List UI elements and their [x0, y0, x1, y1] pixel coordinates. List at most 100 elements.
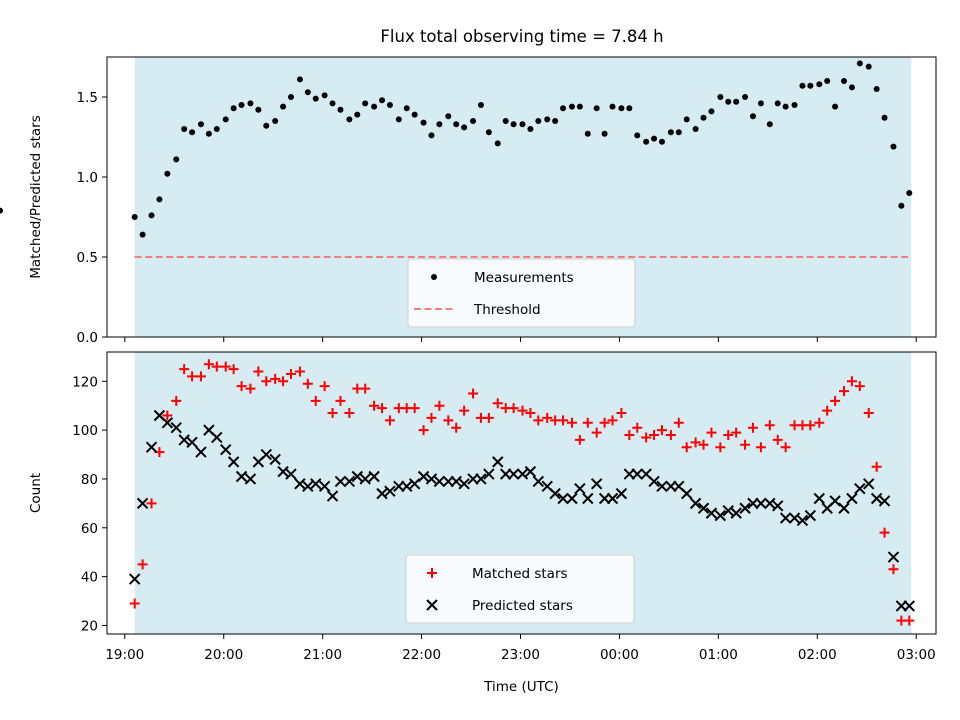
predicted-point [566, 492, 578, 505]
matched-point [681, 442, 692, 453]
measurement-point [832, 103, 839, 110]
measurement-point [881, 114, 888, 121]
matched-point [162, 410, 173, 421]
matched-point [220, 361, 231, 372]
matched-point [591, 427, 602, 438]
matched-point [459, 405, 470, 416]
measurement-point [906, 190, 913, 196]
predicted-point [458, 478, 470, 490]
matched-point [582, 417, 593, 428]
matched-point [772, 434, 783, 445]
measurement-point [584, 130, 591, 137]
predicted-point [475, 473, 487, 485]
legend-label: Matched stars [472, 566, 568, 582]
measurement-point [247, 100, 254, 107]
measurement-point [453, 121, 460, 128]
legend-label: Threshold [473, 302, 541, 318]
legend-marker-measurements [431, 274, 437, 280]
measurement-point [436, 121, 443, 128]
predicted-point [656, 480, 668, 492]
predicted-point [136, 497, 149, 510]
matched-point [319, 381, 330, 392]
matched-point [747, 422, 758, 433]
legend-label: Measurements [474, 270, 574, 286]
measurement-point [544, 116, 551, 123]
measurement-point [519, 121, 526, 128]
predicted-point [359, 473, 371, 485]
predicted-point [269, 453, 281, 466]
measurement-point [816, 81, 823, 88]
predicted-point [788, 512, 801, 524]
matched-point [236, 381, 247, 392]
matched-point [871, 461, 882, 472]
x-tick-label: 22:00 [402, 647, 441, 663]
measurement-point [799, 82, 806, 89]
matched-point [715, 442, 726, 453]
chart-title: Flux total observing time = 7.84 h [380, 27, 663, 46]
measurement-point [230, 105, 237, 112]
predicted-point [492, 456, 504, 468]
predicted-point [384, 485, 396, 497]
matched-point [253, 366, 264, 377]
measurement-point [535, 118, 542, 124]
matched-point [171, 395, 182, 406]
predicted-point [764, 497, 776, 510]
predicted-point [433, 475, 446, 488]
matched-point [863, 408, 874, 419]
matched-point [830, 395, 841, 406]
legend: Measurements Threshold [407, 258, 636, 328]
predicted-point [128, 573, 141, 585]
measurement-point [658, 138, 665, 145]
legend-box [407, 258, 636, 328]
x-tick-label: 23:00 [501, 647, 540, 663]
predicted-point [294, 478, 306, 490]
matched-point [228, 364, 239, 375]
x-tick-label: 20:00 [204, 647, 243, 663]
predicted-point [195, 446, 207, 458]
predicted-point [854, 483, 866, 495]
predicted-point [796, 514, 809, 527]
predicted-point [310, 478, 322, 490]
measurement-point [766, 121, 773, 128]
predicted-point [739, 502, 751, 514]
x-tick-label: 01:00 [699, 647, 738, 663]
matched-point [137, 559, 148, 570]
legend: Matched stars Predicted stars [405, 554, 635, 624]
predicted-point [689, 497, 702, 510]
predicted-point [170, 421, 182, 434]
predicted-point [631, 468, 643, 480]
matched-point [335, 395, 346, 406]
measurement-point [626, 105, 633, 112]
matched-point [574, 434, 585, 445]
matched-point [468, 388, 479, 399]
predicted-point [878, 495, 891, 507]
matched-point [409, 403, 420, 414]
measurement-point [618, 105, 625, 112]
matched-point [706, 427, 717, 438]
y-tick-label: 1.5 [77, 90, 98, 106]
matched-point [731, 427, 742, 438]
predicted-point [574, 483, 586, 495]
measurement-point [288, 94, 295, 100]
measurement-point [386, 102, 393, 108]
measurement-point [717, 94, 724, 100]
matched-point [607, 415, 618, 426]
predicted-point [532, 475, 545, 488]
measurement-point [807, 82, 814, 89]
matched-point [310, 395, 321, 406]
predicted-point [186, 436, 198, 449]
measurement-point [601, 130, 608, 137]
y-tick-label: 0.5 [77, 250, 98, 266]
measurement-point [461, 124, 468, 131]
matched-point [483, 412, 494, 423]
measurement-point [181, 126, 188, 132]
measurement-point [527, 126, 534, 132]
matched-point [492, 398, 503, 409]
matched-point [665, 430, 676, 441]
measurement-point [304, 89, 311, 96]
predicted-point [401, 480, 413, 492]
measurement-point [164, 170, 171, 177]
measurement-point [890, 143, 897, 150]
predicted-point [178, 434, 190, 446]
predicted-point [680, 487, 693, 500]
